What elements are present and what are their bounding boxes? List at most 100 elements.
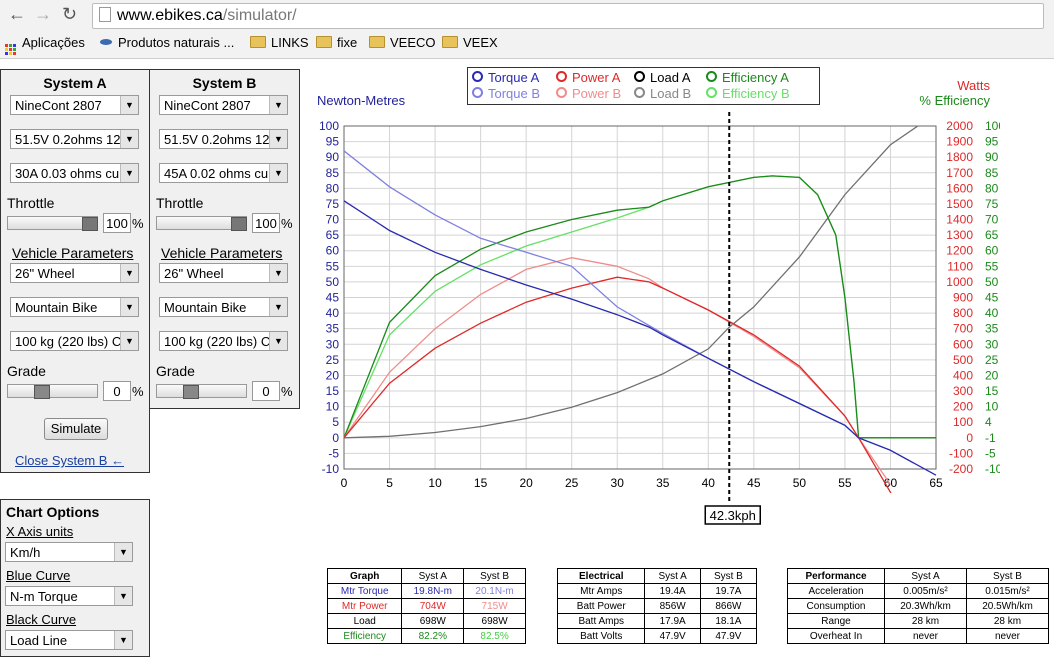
bookmark-produtos[interactable]: Produtos naturais ... <box>100 35 234 50</box>
y-tick-label: 75 <box>326 197 340 211</box>
system-b-throttle-input[interactable]: 100 <box>252 213 280 233</box>
legend-load-b[interactable]: Load B <box>634 86 691 101</box>
system-b-wheel-select[interactable]: 26" Wheel ▼ <box>159 263 288 283</box>
chevron-down-icon: ▼ <box>120 130 138 148</box>
system-a-bike-select[interactable]: Mountain Bike ▼ <box>10 297 139 317</box>
address-bar[interactable]: www.ebikes.ca/simulator/ <box>92 3 1044 29</box>
series-line-torque-a <box>344 200 937 476</box>
x-tick-label: 0 <box>341 476 348 490</box>
x-tick-label: 35 <box>656 476 670 490</box>
efficiency-tick-label: 90 <box>985 150 999 164</box>
simulate-button[interactable]: Simulate <box>44 418 108 440</box>
forward-arrow-icon[interactable]: → <box>34 4 52 24</box>
system-a-wheel-select[interactable]: 26" Wheel ▼ <box>10 263 139 283</box>
bookmark-veeco[interactable]: VEECO <box>369 35 436 50</box>
watts-tick-label: 1100 <box>947 259 973 273</box>
x-tick-label: 65 <box>929 476 943 490</box>
slider-thumb[interactable] <box>231 217 247 231</box>
system-b-mass-select[interactable]: 100 kg (220 lbs) C ▼ <box>159 331 288 351</box>
system-b-grade-input[interactable]: 0 <box>252 381 280 401</box>
system-a-title: System A <box>43 75 107 91</box>
y-axis-title-left: Newton-Metres <box>317 93 406 108</box>
chevron-down-icon: ▼ <box>114 587 132 605</box>
system-b-throttle-slider[interactable] <box>156 216 247 231</box>
radio-icon <box>634 71 645 82</box>
chevron-down-icon: ▼ <box>114 543 132 561</box>
percent-sign: % <box>281 216 293 231</box>
table-row: Batt Power 856W 866W <box>556 598 758 614</box>
system-a-grade-slider[interactable] <box>7 384 98 399</box>
folder-icon <box>442 36 458 48</box>
y-tick-label: 5 <box>332 415 339 429</box>
system-a-controller-select[interactable]: 30A 0.03 ohms cu ▼ <box>10 163 139 183</box>
efficiency-tick-label: 45 <box>985 291 999 305</box>
bookmark-fixe[interactable]: fixe <box>316 35 357 50</box>
system-a-battery-select[interactable]: 51.5V 0.2ohms 12 ▼ <box>10 129 139 149</box>
system-a-throttle-slider[interactable] <box>7 216 98 231</box>
y-tick-label: 0 <box>332 431 339 445</box>
x-tick-label: 25 <box>565 476 579 490</box>
y-tick-label: 70 <box>326 213 340 227</box>
efficiency-tick-label: -5 <box>985 446 996 460</box>
legend-power-a[interactable]: Power A <box>556 70 620 85</box>
watts-tick-label: 0 <box>966 431 973 445</box>
slider-thumb[interactable] <box>82 217 98 231</box>
bookmark-apps[interactable]: Aplicações <box>5 35 85 55</box>
plot-frame <box>343 125 937 470</box>
efficiency-tick-label: 60 <box>985 244 999 258</box>
black-curve-select[interactable]: Load Line ▼ <box>5 630 133 650</box>
system-b-motor-select[interactable]: NineCont 2807 ▼ <box>159 95 288 115</box>
y-tick-label: 60 <box>326 244 340 258</box>
legend-torque-a[interactable]: Torque A <box>472 70 539 85</box>
table-row: Overheat In never never <box>786 628 1049 644</box>
watts-tick-label: 1300 <box>946 228 973 242</box>
y-tick-label: -10 <box>322 462 340 476</box>
watts-tick-label: 1500 <box>946 197 973 211</box>
chevron-down-icon: ▼ <box>269 96 287 114</box>
efficiency-tick-label: 4 <box>985 415 992 429</box>
table-row: Load 698W 698W <box>326 613 526 629</box>
slider-thumb[interactable] <box>183 385 199 399</box>
system-b-controller-select[interactable]: 45A 0.02 ohms cu ▼ <box>159 163 288 183</box>
percent-sign: % <box>132 384 144 399</box>
system-b-battery-select[interactable]: 51.5V 0.2ohms 12 ▼ <box>159 129 288 149</box>
x-tick-label: 20 <box>519 476 533 490</box>
slider-thumb[interactable] <box>34 385 50 399</box>
system-a-throttle-input[interactable]: 100 <box>103 213 131 233</box>
y-tick-label: 90 <box>326 150 340 164</box>
chevron-down-icon: ▼ <box>269 264 287 282</box>
blue-curve-select[interactable]: N-m Torque ▼ <box>5 586 133 606</box>
radio-icon <box>706 71 717 82</box>
chevron-down-icon: ▼ <box>114 631 132 649</box>
system-a-mass-select[interactable]: 100 kg (220 lbs) C ▼ <box>10 331 139 351</box>
y-tick-label: 20 <box>326 368 340 382</box>
percent-sign: % <box>281 384 293 399</box>
x-axis-units-select[interactable]: Km/h ▼ <box>5 542 133 562</box>
system-b-grade-slider[interactable] <box>156 384 247 399</box>
system-b-bike-select[interactable]: Mountain Bike ▼ <box>159 297 288 317</box>
bookmark-links[interactable]: LINKS <box>250 35 309 50</box>
chevron-down-icon: ▼ <box>269 164 287 182</box>
legend-efficiency-b[interactable]: Efficiency B <box>706 86 790 101</box>
system-a-motor-select[interactable]: NineCont 2807 ▼ <box>10 95 139 115</box>
bookmark-veex[interactable]: VEEX <box>442 35 498 50</box>
watts-tick-label: 500 <box>953 353 973 367</box>
radio-icon <box>706 87 717 98</box>
watts-tick-label: 1400 <box>946 213 973 227</box>
reload-icon[interactable]: ↻ <box>62 4 78 24</box>
legend-power-b[interactable]: Power B <box>556 86 621 101</box>
graph-table: Graph Syst A Syst B Mtr Torque 19.8N-m 20.1N… <box>326 568 526 644</box>
system-a-grade-input[interactable]: 0 <box>103 381 131 401</box>
system-a-panel: System A NineCont 2807 ▼ 51.5V 0.2ohms 12… <box>0 69 150 473</box>
legend-efficiency-a[interactable]: Efficiency A <box>706 70 789 85</box>
watts-tick-label: 1000 <box>946 275 973 289</box>
y-tick-label: 40 <box>326 306 340 320</box>
legend-torque-b[interactable]: Torque B <box>472 86 540 101</box>
x-axis-units-label: X Axis units <box>6 524 74 539</box>
back-arrow-icon[interactable]: ← <box>8 4 26 24</box>
close-system-b-link[interactable]: Close System B ← <box>15 453 125 468</box>
chevron-down-icon: ▼ <box>120 332 138 350</box>
efficiency-tick-label: 20 <box>985 368 999 382</box>
legend-load-a[interactable]: Load A <box>634 70 691 85</box>
